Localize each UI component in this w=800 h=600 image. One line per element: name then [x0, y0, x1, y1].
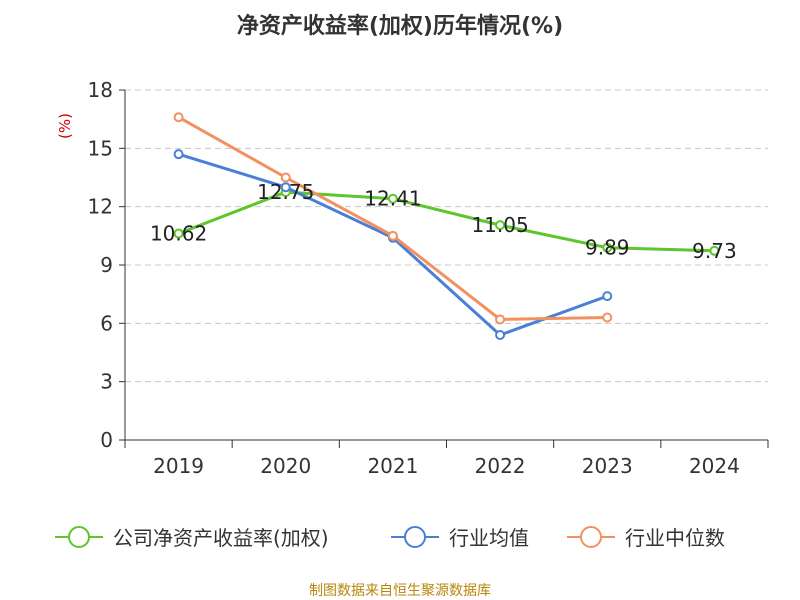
x-tick-label: 2019 — [153, 454, 204, 478]
data-point — [280, 172, 291, 183]
y-axis-label: (%) — [56, 113, 74, 139]
legend-item-1: 公司净资产收益率(加权) — [55, 526, 329, 550]
legend-label: 行业中位数 — [625, 526, 725, 550]
series-line-1 — [178, 190, 715, 253]
y-tick-label: 12 — [88, 195, 113, 219]
legend-swatch-marker — [580, 526, 602, 548]
data-label: 12.75 — [257, 180, 314, 204]
y-tick-label: 0 — [100, 428, 113, 452]
x-tick-label: 2022 — [475, 454, 526, 478]
series-line-3 — [177, 115, 608, 321]
chart-title: 净资产收益率(加权)历年情况(%) — [236, 14, 564, 39]
series-line-2 — [178, 152, 608, 337]
data-point — [173, 112, 184, 123]
data-label: 9.73 — [692, 239, 737, 263]
axes: 0 3 6 9 12 15 18 (%) 2019 2020 2021 2022 2023 2024 — [56, 78, 769, 478]
series-lines — [173, 112, 720, 340]
y-tick-label: 6 — [100, 311, 113, 335]
legend-item-2: 行业均值 — [391, 526, 529, 550]
data-label: 10.62 — [150, 222, 207, 246]
grid-lines — [125, 89, 768, 383]
data-point — [709, 245, 720, 256]
legend-item-3: 行业中位数 — [567, 526, 725, 550]
legend-label: 行业均值 — [449, 526, 529, 550]
data-point — [280, 182, 291, 193]
data-point — [173, 149, 184, 160]
y-tick-label: 18 — [88, 78, 113, 102]
data-point — [387, 230, 398, 241]
legend-label: 公司净资产收益率(加权) — [113, 526, 329, 550]
legend-swatch-marker — [68, 526, 90, 548]
data-label: 11.05 — [471, 213, 528, 237]
data-labels: 10.62 12.75 12.41 11.05 9.89 9.73 — [150, 180, 737, 263]
data-point — [495, 330, 506, 340]
data-point — [387, 193, 398, 204]
y-tick-label: 3 — [100, 370, 113, 394]
x-tick-label: 2023 — [582, 454, 633, 478]
legend-swatch-marker — [404, 526, 426, 548]
data-label: 12.41 — [364, 187, 421, 211]
data-point — [495, 220, 506, 231]
data-label: 9.89 — [585, 236, 630, 260]
data-point — [173, 228, 184, 239]
legend: 公司净资产收益率(加权) 行业均值 行业中位数 — [55, 526, 725, 550]
y-tick-label: 15 — [88, 136, 113, 160]
data-point — [602, 242, 613, 253]
data-point — [495, 314, 506, 325]
data-source-note: 制图数据来自恒生聚源数据库 — [309, 583, 491, 599]
data-point — [602, 291, 613, 302]
x-tick-label: 2021 — [367, 454, 418, 478]
data-point — [602, 312, 613, 323]
y-tick-label: 9 — [100, 253, 113, 277]
x-tick-label: 2024 — [689, 454, 740, 478]
x-tick-label: 2020 — [260, 454, 311, 478]
